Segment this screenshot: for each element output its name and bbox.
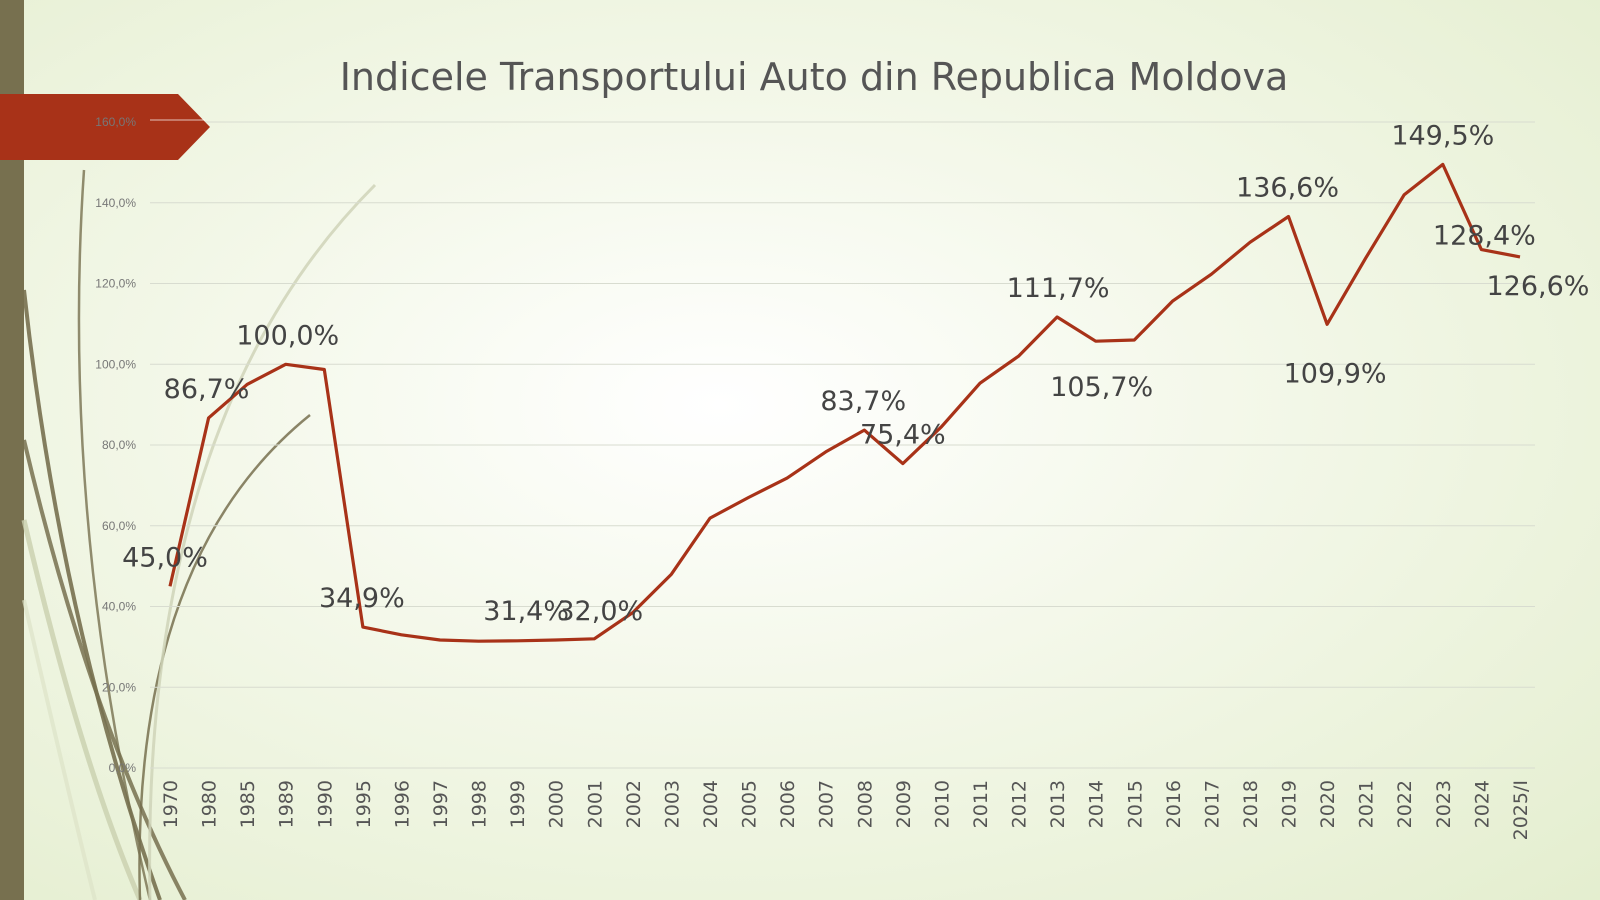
x-tick-label: 1997 [430,780,452,828]
x-tick-label: 2022 [1394,780,1416,828]
data-label: 111,7% [1007,273,1110,304]
data-label: 75,4% [860,420,946,451]
x-tick-label: 1989 [276,780,298,828]
x-tick-label: 2007 [816,780,838,828]
x-tick-label: 2020 [1317,780,1339,828]
x-tick-label: 1995 [353,780,375,828]
y-tick-label: 100,0% [95,357,136,371]
x-tick-label: 1980 [199,780,221,828]
data-label: 86,7% [164,374,250,405]
x-tick-label: 2010 [931,780,953,828]
x-tick-label: 2000 [546,780,568,828]
x-tick-label: 2024 [1471,780,1493,828]
x-tick-label: 2017 [1201,780,1223,828]
data-label: 128,4% [1433,221,1536,252]
data-label: 34,9% [319,583,405,614]
x-tick-label: 1985 [237,780,259,828]
x-tick-label: 2012 [1009,780,1031,828]
x-tick-label: 2014 [1086,780,1108,828]
x-tick-label: 1998 [469,780,491,828]
series-line [168,162,1521,643]
chart-title: Indicele Transportului Auto din Republic… [340,55,1289,99]
y-tick-label: 0,0% [109,761,137,775]
y-tick-label: 120,0% [95,277,136,291]
x-tick-label: 2001 [584,780,606,828]
x-tick-label: 2016 [1163,780,1185,828]
x-tick-label: 2025/I [1510,780,1532,840]
red-arrow-shape [0,94,210,160]
grid-lines [150,121,1535,769]
x-tick-label: 2005 [739,780,761,828]
data-label: 126,6% [1486,271,1589,302]
data-label: 105,7% [1050,372,1153,403]
x-tick-label: 1999 [507,780,529,828]
data-label: 45,0% [122,542,208,573]
x-tick-label: 2018 [1240,780,1262,828]
data-label: 136,6% [1236,172,1339,203]
y-tick-label: 60,0% [102,519,136,533]
x-tick-label: 2009 [893,780,915,828]
y-tick-label: 20,0% [102,680,136,694]
x-axis-ticks: 1970 1980 1985 1989 1990 1995 1996 1997 1998 1999… [160,780,1532,840]
y-tick-label: 40,0% [102,600,136,614]
y-tick-label: 160,0% [95,115,136,129]
x-tick-label: 1990 [314,780,336,828]
x-tick-label: 2015 [1124,780,1146,828]
y-tick-label: 140,0% [95,196,136,210]
x-tick-label: 2013 [1047,780,1069,828]
data-label: 32,0% [557,596,643,627]
x-tick-label: 1996 [391,780,413,828]
x-tick-label: 2011 [970,780,992,828]
x-tick-label: 2019 [1279,780,1301,828]
x-tick-label: 2021 [1356,780,1378,828]
data-label: 31,4% [483,596,569,627]
data-labels: 45,0% 86,7% 100,0% 34,9% 31,4%32,0% 83,7%75,4… [122,120,1589,626]
x-tick-label: 2023 [1433,780,1455,828]
x-tick-label: 1970 [160,780,182,828]
x-tick-label: 2002 [623,780,645,828]
x-tick-label: 2008 [854,780,876,828]
y-axis-ticks: 0,0% 20,0% 40,0% 60,0% 80,0% 100,0% 120,0% 140,… [95,196,136,775]
y-axis-top-tick: 160,0% [95,115,136,129]
x-tick-label: 2003 [661,780,683,828]
data-label: 109,9% [1284,358,1387,389]
y-tick-label: 80,0% [102,438,136,452]
data-label: 83,7% [820,386,906,417]
x-tick-label: 2006 [777,780,799,828]
data-label: 149,5% [1391,120,1494,151]
x-tick-label: 2004 [700,780,722,828]
data-label: 100,0% [236,320,339,351]
